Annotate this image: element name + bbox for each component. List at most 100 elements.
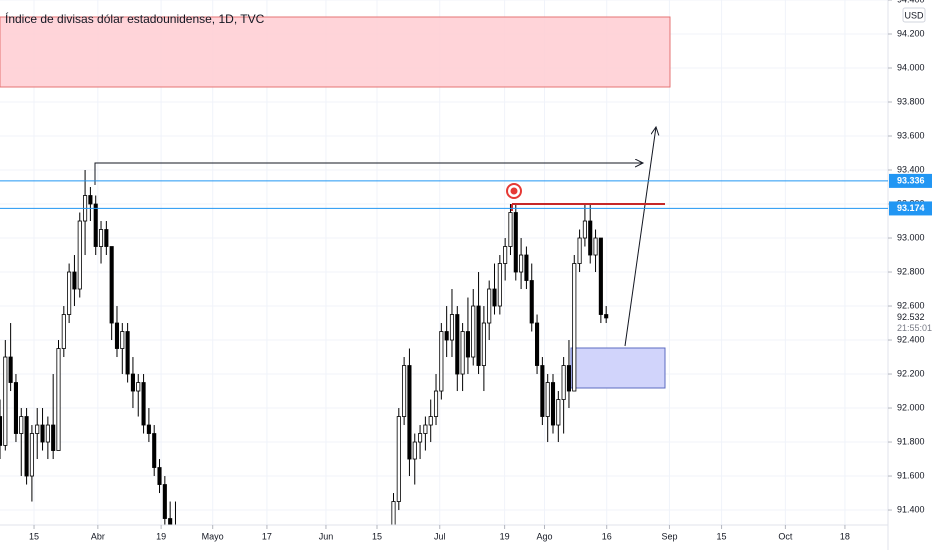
y-tick-label: 92.400 [897,334,925,344]
candle-body [61,314,66,349]
x-tick-label: Sep [661,531,677,541]
candle-body [566,365,572,392]
price-label-box [889,173,932,188]
candle-body [0,416,3,446]
candle-body [460,331,465,375]
supply-zone [0,16,671,88]
candle-body [519,254,524,273]
y-tick-label: 94.400 [897,0,925,4]
x-tick-label: 15 [29,531,39,541]
candle-body [146,424,151,434]
candle-body [545,382,550,417]
x-tick-label: 15 [372,531,382,541]
candle-body [168,518,173,525]
candle-body [391,501,396,525]
candle-body [444,331,449,341]
last-price-label: 92.532 [897,312,925,322]
demand-zone [570,347,666,389]
candle-body [524,254,529,281]
candle-body [13,382,19,434]
candle-body [396,416,401,502]
y-tick-label: 91.400 [897,504,925,514]
candle-body [604,314,609,319]
candle-body [449,314,455,341]
candle-body [24,416,29,477]
candle-body [35,424,40,434]
candle-body [120,331,125,349]
y-tick-label: 92.200 [897,368,925,378]
candle-body [130,373,135,392]
candle-body [529,280,534,324]
candle-body [572,263,577,392]
x-tick-label: 18 [840,531,850,541]
candle-body [98,229,104,247]
candle-body [455,314,460,375]
candle-body [141,382,146,426]
candle-body [93,203,98,247]
candle-body [412,441,417,460]
currency: USD [904,10,924,20]
candle-body [433,390,439,417]
candle-body [593,237,598,256]
x-tick-label: Jun [319,531,334,541]
candle-body [418,433,423,443]
candle-body [77,220,82,290]
x-tick-label: 16 [602,531,612,541]
projection-arrow [94,163,643,185]
candle-body [513,212,518,273]
x-tick-label: Oct [778,531,793,541]
candle-body [476,305,481,366]
currency-box [902,7,926,23]
y-tick-label: 93.600 [897,130,925,140]
candle-body [465,331,470,358]
y-tick-label: 93.400 [897,164,925,174]
candle-body [136,382,141,392]
candle-body [88,195,93,205]
candle-body [157,467,162,485]
candle-body [67,271,72,315]
candle-body [19,416,24,434]
candle-body [550,382,556,426]
y-tick-label: 92.800 [897,266,925,276]
candle-body [125,331,130,375]
candle-body [45,424,50,443]
candle-body [556,399,561,426]
countdown: 21:55:01 [897,323,932,333]
x-tick-label: Mayo [202,531,224,541]
x-tick-label: Jul [434,531,446,541]
x-tick-label: Ago [536,531,552,541]
candle-body [471,305,476,358]
candle-body [428,416,433,426]
x-tick-label: 17 [262,531,272,541]
last-price-box [889,310,932,335]
candle-body [508,212,513,247]
y-tick-label: 94.000 [897,62,925,72]
candle-body [582,220,587,239]
target-arrow [624,127,656,347]
x-tick-label: 19 [500,531,510,541]
y-tick-label: 93.800 [897,96,925,106]
candle-body [40,424,45,443]
candle-body [492,288,497,307]
candle-body [29,433,34,477]
price-label: 93.336 [897,175,925,185]
chart-title: Índice de divisas dólar estadounidense, … [5,11,265,26]
y-tick-label: 92.000 [897,402,925,412]
candle-body [497,263,502,307]
candle-body [114,322,120,349]
candle-body [535,322,540,366]
candle-body [503,246,508,264]
candle-body [598,237,603,315]
candle-body [588,220,593,256]
x-tick-label: Abr [91,531,105,541]
price-label: 93.174 [897,203,925,213]
y-tick-label: 93.000 [897,232,925,242]
candle-body [104,229,109,247]
candle-body [152,433,157,468]
candle-body [481,322,486,366]
y-tick-label: 91.800 [897,436,925,446]
candle-body [72,271,77,290]
candle-body [402,365,407,417]
candle-body [439,331,444,392]
